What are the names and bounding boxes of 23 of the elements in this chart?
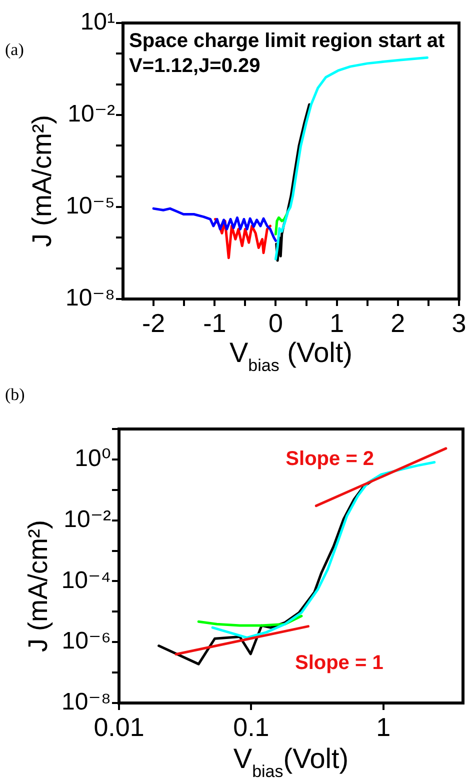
y-tick-label: 10⁻⁸ bbox=[66, 284, 115, 312]
y-axis-title: J (mA/cm²) bbox=[23, 520, 53, 652]
y-axis-title: J (mA/cm²) bbox=[27, 115, 57, 247]
y-tick-label: 10⁻⁵ bbox=[66, 192, 115, 220]
chart-title: (b) bbox=[5, 385, 25, 404]
y-tick-label: 10⁰ bbox=[74, 445, 111, 472]
x-tick-label: 2 bbox=[390, 308, 406, 338]
y-tick-label: 10¹ bbox=[80, 8, 116, 36]
text: (a) bbox=[5, 40, 24, 59]
x-tick-label: -2 bbox=[142, 308, 166, 338]
x-tick-label: 1 bbox=[330, 308, 344, 338]
annotation: Slope = 2 bbox=[286, 448, 374, 470]
x-tick-label: -1 bbox=[203, 308, 226, 338]
annotation: Space charge limit region start at V=1.12,J=0.29 bbox=[129, 30, 446, 78]
x-tick-label: 1 bbox=[376, 712, 391, 742]
y-tick-label: 10⁻² bbox=[68, 100, 116, 128]
x-tick-label: 0 bbox=[268, 308, 283, 338]
x-tick-label: 0.1 bbox=[233, 712, 270, 742]
y-tick-label: 10⁻⁶ bbox=[62, 628, 111, 655]
y-tick-label: 10⁻⁴ bbox=[61, 566, 111, 594]
y-tick-label: 10⁻² bbox=[64, 506, 112, 533]
x-tick-label: 3 bbox=[452, 308, 466, 338]
annotation: Slope = 1 bbox=[294, 652, 384, 674]
